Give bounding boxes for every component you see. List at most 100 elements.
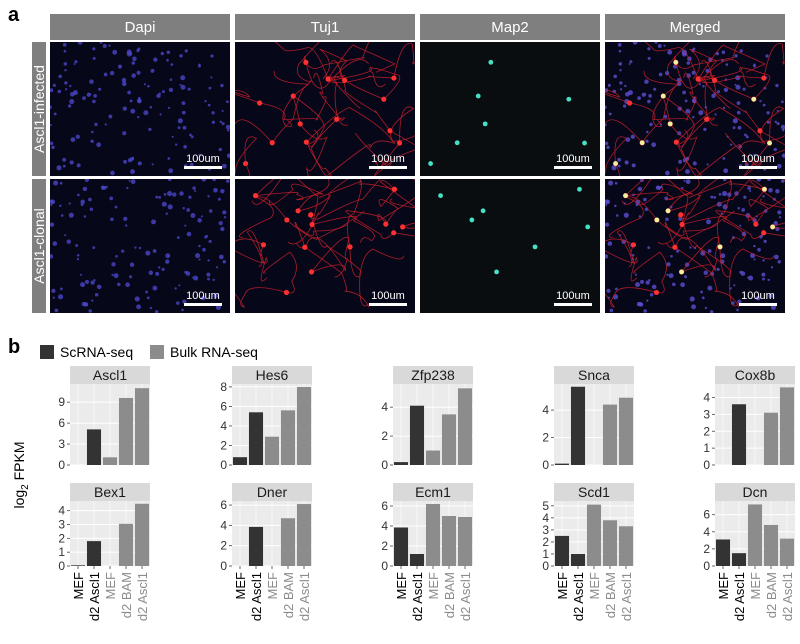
chart-dner-tick-label: 0	[220, 559, 227, 573]
chart-cox8b-bar-5	[779, 387, 795, 465]
x-category-label: d2 Ascl1	[571, 572, 586, 621]
chart-dcn-bar-3	[747, 504, 763, 566]
scale-bar-label: 100um	[741, 290, 775, 302]
x-category-label: d2 BAM	[442, 572, 457, 618]
micrograph-merged-ascl1-clonal: 100um	[605, 179, 785, 313]
x-category-label: d2 Ascl1	[458, 572, 473, 621]
chart-zfp238-bar-5	[457, 388, 473, 465]
legend-label: Bulk RNA-seq	[170, 344, 258, 360]
chart-scd1-tick-label: 0	[542, 559, 549, 573]
panel-a-label: a	[8, 4, 20, 26]
micrograph-tuj1-ascl1-infected: 100um	[235, 42, 415, 176]
chart-snca-tick-label: 2	[542, 431, 549, 445]
x-category-label: MEF	[555, 572, 570, 600]
chart-snca-strip	[554, 366, 634, 384]
chart-dner-tick-label: 2	[220, 539, 227, 553]
scale-bar-line	[554, 166, 592, 169]
scale-bar-label: 100um	[741, 153, 775, 165]
chart-zfp238-title: Zfp238	[411, 367, 455, 383]
scale-bar-label: 100um	[186, 290, 220, 302]
chart-snca-tick-label: 4	[542, 403, 549, 417]
chart-cox8b-tick-label: 4	[703, 391, 710, 405]
chart-dcn-tick-label: 2	[703, 542, 710, 556]
row-header-ascl1-infected: Ascl1-infected	[31, 42, 47, 176]
chart-scd1-bar-5	[618, 526, 634, 566]
micrograph-map2-ascl1-infected: 100um	[420, 42, 600, 176]
chart-ascl1-bar-3	[102, 457, 118, 465]
scale-bar: 100um	[369, 153, 407, 169]
chart-ecm1-tick-label: 4	[381, 519, 388, 533]
scale-bar-label: 100um	[186, 153, 220, 165]
scale-bar-line	[554, 303, 592, 306]
x-category-label: MEF	[233, 572, 248, 600]
chart-dner-title: Dner	[257, 484, 288, 500]
chart-snca-bar-5	[618, 397, 634, 465]
chart-ascl1-bar-4	[118, 397, 134, 465]
chart-bex1-strip	[70, 483, 150, 501]
x-category-label: d2 Ascl1	[619, 572, 634, 621]
scale-bar-line	[184, 166, 222, 169]
chart-snca-bar-4	[602, 404, 618, 465]
column-header-merged: Merged	[605, 14, 785, 40]
scale-bar: 100um	[739, 153, 777, 169]
scale-bar: 100um	[369, 290, 407, 306]
chart-ascl1-title: Ascl1	[93, 367, 127, 383]
scale-bar-line	[369, 166, 407, 169]
chart-dner-bar-4	[280, 518, 296, 566]
chart-snca-bar-1	[554, 463, 570, 465]
chart-ecm1-bar-4	[441, 516, 457, 566]
chart-hes6-tick-label: 6	[220, 399, 227, 413]
scale-bar-line	[369, 303, 407, 306]
micrograph-dapi-ascl1-infected: 100um	[50, 42, 230, 176]
column-header-map2: Map2	[420, 14, 600, 40]
chart-ascl1-bar-2	[86, 429, 102, 465]
chart-hes6-bar-5	[296, 386, 312, 465]
scale-bar-label: 100um	[371, 290, 405, 302]
column-header-tuj1: Tuj1	[235, 14, 415, 40]
x-category-label: d2 BAM	[281, 572, 296, 618]
chart-ecm1-tick-label: 6	[381, 499, 388, 513]
chart-cox8b-tick-label: 3	[703, 407, 710, 421]
scale-bar: 100um	[554, 153, 592, 169]
chart-hes6-strip	[232, 366, 312, 384]
chart-zfp238-bar-4	[441, 414, 457, 465]
chart-snca-tick-label: 0	[542, 458, 549, 472]
chart-scd1-tick-label: 4	[542, 511, 549, 525]
chart-scd1-tick-label: 2	[542, 535, 549, 549]
scale-bar: 100um	[554, 290, 592, 306]
x-category-label: MEF	[71, 572, 86, 600]
chart-bex1-bar-2	[86, 541, 102, 566]
x-category-label: d2 Ascl1	[410, 572, 425, 621]
chart-bex1-bar-4	[118, 523, 134, 566]
chart-dcn-tick-label: 6	[703, 508, 710, 522]
chart-ascl1-tick-label: 0	[58, 458, 65, 472]
scale-bar-line	[739, 166, 777, 169]
chart-hes6-tick-label: 8	[220, 380, 227, 394]
x-category-label: d2 Ascl1	[135, 572, 150, 621]
chart-dner-bar-5	[296, 504, 312, 566]
chart-zfp238-bar-2	[409, 405, 425, 465]
chart-ecm1-bar-5	[457, 517, 473, 566]
chart-ecm1-bar-2	[409, 554, 425, 566]
scale-bar-label: 100um	[556, 153, 590, 165]
chart-hes6-bar-1	[232, 457, 248, 465]
x-category-label: d2 Ascl1	[87, 572, 102, 621]
x-category-label: d2 BAM	[119, 572, 134, 618]
chart-dcn-tick-label: 4	[703, 525, 710, 539]
chart-cox8b-strip	[715, 366, 795, 384]
chart-ascl1-bar-5	[134, 388, 150, 465]
chart-zfp238-bar-1	[393, 462, 409, 465]
scale-bar: 100um	[739, 290, 777, 306]
chart-zfp238-tick-label: 4	[381, 400, 388, 414]
x-category-label: MEF	[103, 572, 118, 600]
micrograph-tuj1-ascl1-clonal: 100um	[235, 179, 415, 313]
x-category-label: MEF	[426, 572, 441, 600]
chart-bex1-bar-1	[70, 565, 86, 566]
chart-zfp238-tick-label: 2	[381, 429, 388, 443]
chart-ascl1-strip	[70, 366, 150, 384]
micrograph-merged-ascl1-infected: 100um	[605, 42, 785, 176]
chart-cox8b-tick-label: 1	[703, 441, 710, 455]
chart-hes6-tick-label: 2	[220, 438, 227, 452]
chart-ecm1-tick-label: 2	[381, 539, 388, 553]
x-category-label: MEF	[394, 572, 409, 600]
